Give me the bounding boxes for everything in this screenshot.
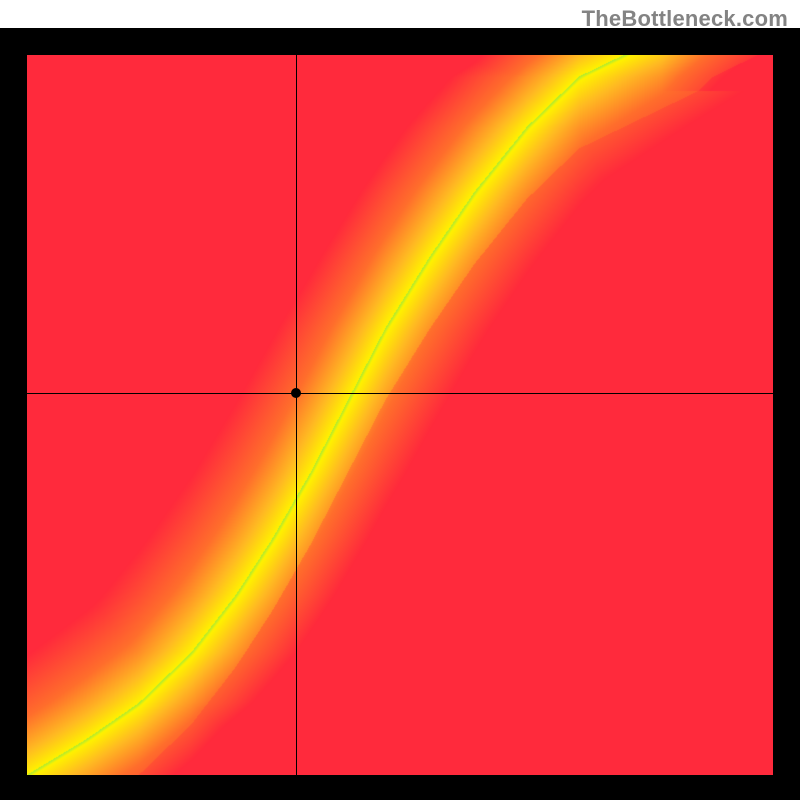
heatmap-canvas: [27, 55, 773, 775]
crosshair-horizontal: [27, 393, 773, 394]
crosshair-vertical: [296, 55, 297, 775]
crosshair-marker-dot: [291, 388, 301, 398]
watermark-text: TheBottleneck.com: [582, 6, 788, 32]
